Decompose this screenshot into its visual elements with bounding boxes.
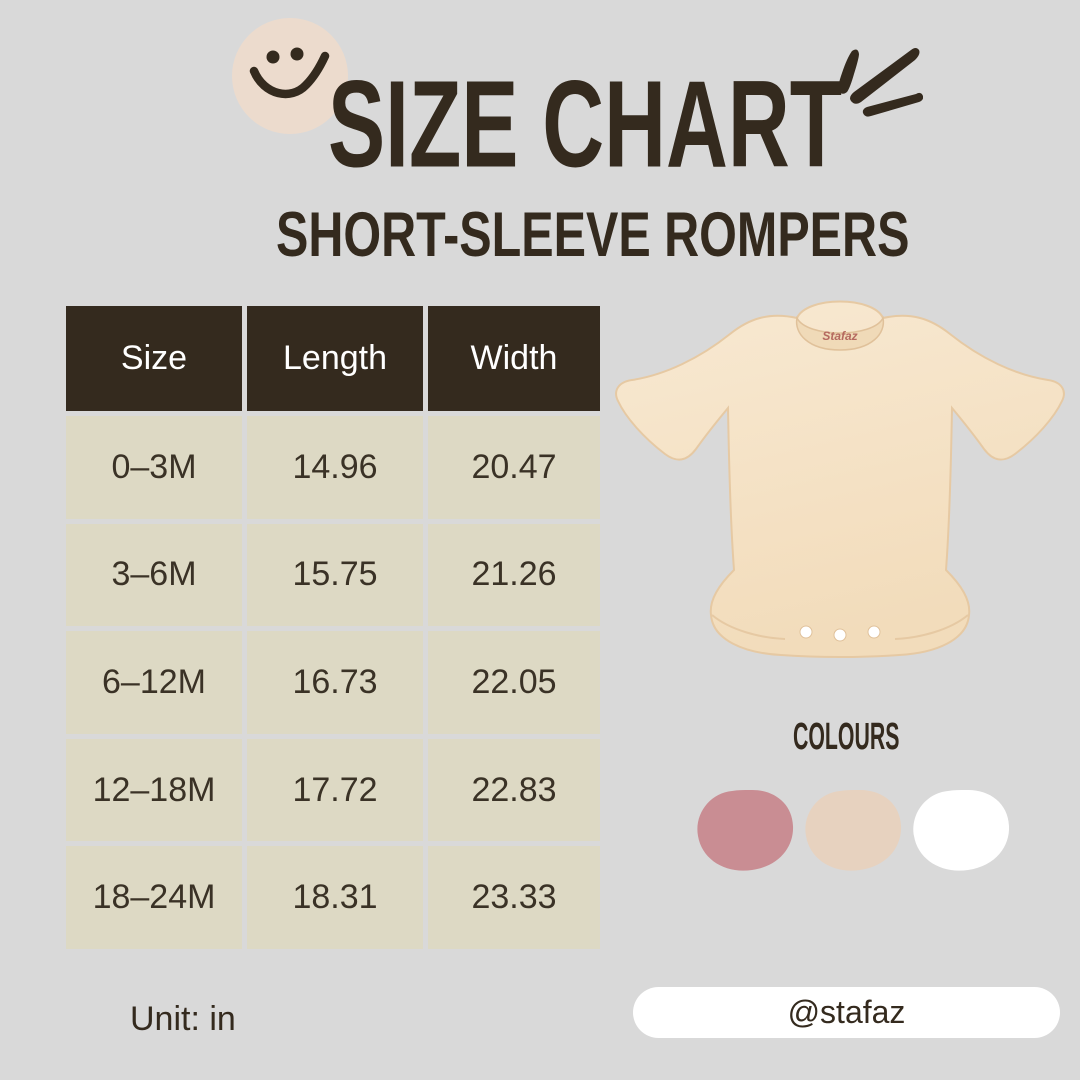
svg-text:Stafaz: Stafaz	[822, 329, 857, 343]
